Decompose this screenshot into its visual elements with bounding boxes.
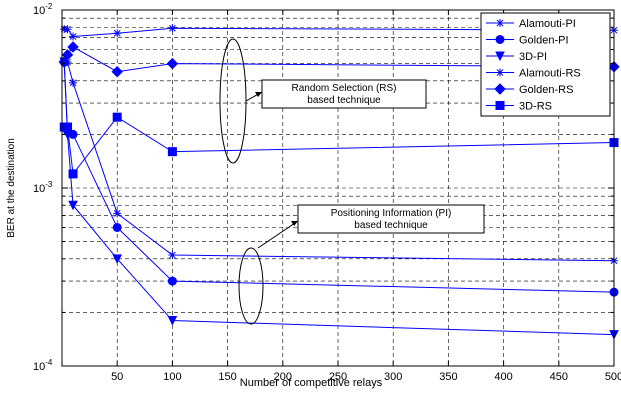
square-marker [495,101,505,110]
star-stroke [64,25,71,33]
star-marker [496,19,504,27]
legend-label: 3D-RS [519,101,552,113]
circle-marker [167,276,177,286]
y-axis-label: BER at the destination [6,138,17,238]
x-tick-label: 250 [329,371,347,383]
legend-box [480,12,611,117]
star-marker [113,29,122,38]
x-axis-label: Number of competitive relays [240,377,383,389]
legend-label: Golden-RS [519,84,573,96]
x-tick-label: 100 [163,371,181,383]
rs-arrowhead [255,92,262,97]
triangle-marker [68,200,78,211]
legend-entry: Alamouti-RS [486,68,581,80]
diamond-marker [67,41,79,53]
x-tick-label: 300 [384,371,402,383]
legend-entry: Alamouti-PI [486,18,576,30]
axis-ticks: 50 100 150 200 250 300 350 400 450 50010-210-310-… [33,2,621,383]
circle-marker [495,35,505,44]
square-marker [68,169,78,179]
x-tick-label: 50 [111,371,123,383]
square-marker [167,147,177,157]
diamond-marker [166,57,179,70]
x-tick-label: 200 [274,371,292,383]
pi-ellipse [238,247,264,325]
star-marker [496,68,504,77]
star-stroke [496,19,504,27]
rs-annotation-box [261,79,427,109]
legend-label: Alamouti-RS [519,68,581,80]
pi-annotation-box [297,204,485,234]
x-tick-label: 450 [550,371,568,383]
series-line [63,62,615,336]
legend-entry: Golden-PI [486,35,569,47]
star-stroke [113,29,121,37]
star-marker [113,209,122,218]
triangle-marker [167,316,178,326]
diamond-marker [61,49,74,61]
circle-marker [112,222,122,232]
square-marker [112,112,122,122]
pi-arrow [257,220,299,249]
star-marker [168,24,177,33]
rs-annotation-line1: Random Selection (RS) [291,83,396,94]
triangle-marker [112,254,123,264]
legend-label: Alamouti-PI [519,18,576,30]
star-stroke [69,33,77,40]
star-stroke [169,24,176,32]
square-marker [63,122,73,132]
legend-entry: 3D-RS [486,101,552,113]
legend-entry: 3D-PI [486,51,547,63]
star-marker [168,251,177,260]
diamond-marker [111,66,123,78]
x-tick-label: 400 [494,371,512,383]
star-marker [69,78,78,87]
rs-annotation-line2: based technique [307,95,381,106]
legend-label: Golden-PI [519,35,569,47]
triangle-marker [495,51,505,62]
pi-annotation-line2: based technique [354,220,428,231]
x-tick-label: 150 [218,371,236,383]
diamond-marker [494,83,506,95]
pi-arrowhead [291,221,298,226]
star-stroke [496,69,504,76]
star-stroke [169,251,176,259]
star-marker [63,25,72,34]
x-tick-label: 500 [605,371,621,383]
legend: Alamouti-PI Golden-PI 3D-PI Alamouti-RS Gold… [480,12,611,117]
star-marker [69,32,78,41]
x-tick-label: 350 [439,371,457,383]
star-stroke [69,79,77,87]
pi-annotation-line1: Positioning Information (PI) [331,208,452,219]
legend-label: 3D-PI [519,51,547,63]
star-stroke [113,210,121,217]
legend-entry: Golden-RS [486,83,573,96]
